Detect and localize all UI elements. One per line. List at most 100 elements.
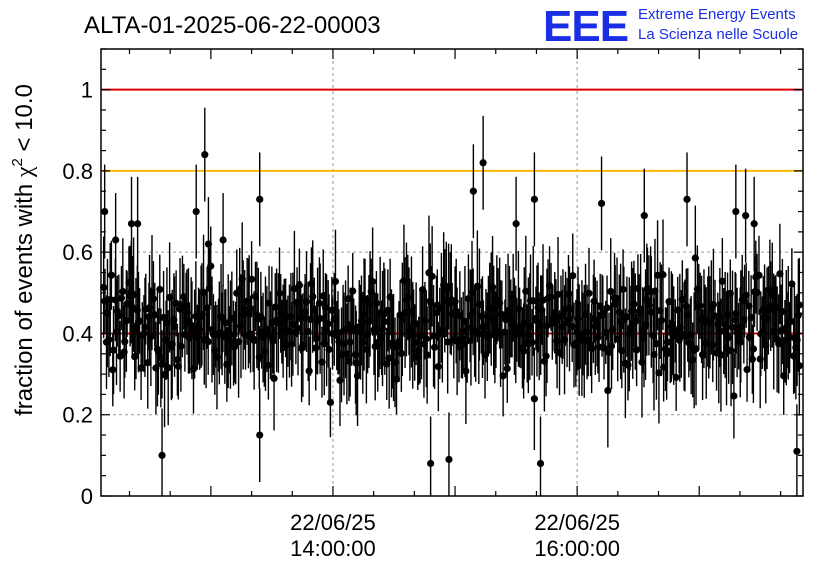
data-point [483, 333, 491, 341]
data-point [524, 331, 532, 339]
data-point [696, 302, 704, 310]
data-point [131, 353, 139, 361]
data-point [307, 280, 316, 288]
data-point [360, 310, 368, 319]
data-point [559, 310, 567, 318]
data-point [463, 337, 471, 345]
data-point [717, 351, 725, 359]
data-point [343, 350, 351, 358]
data-point [650, 350, 658, 359]
data-point [787, 317, 795, 326]
data-point [793, 447, 801, 455]
data-point [404, 293, 412, 302]
data-point [634, 284, 642, 293]
y-tick-label: 0.4 [62, 321, 93, 346]
data-point [619, 285, 627, 293]
data-point [144, 359, 152, 367]
data-point [498, 310, 506, 319]
data-point [640, 334, 648, 342]
data-point [330, 315, 338, 323]
data-point [248, 275, 256, 283]
data-point [147, 333, 155, 341]
data-point [309, 292, 317, 301]
data-point [438, 326, 446, 334]
data-point [520, 319, 528, 327]
data-point [370, 326, 378, 334]
data-point [503, 364, 511, 373]
data-point [266, 331, 275, 339]
data-point [655, 369, 663, 377]
y-tick-label: 0.8 [62, 159, 93, 184]
data-point [415, 347, 423, 355]
data-point [385, 354, 393, 362]
data-point [336, 376, 344, 384]
data-point [614, 335, 622, 343]
data-point [753, 288, 761, 297]
data-point [122, 317, 130, 325]
data-point [156, 285, 164, 293]
y-tick-label: 0 [81, 484, 93, 509]
data-point [205, 284, 213, 292]
data-point [600, 344, 608, 352]
data-point [530, 195, 539, 203]
data-point [645, 301, 653, 309]
data-point [756, 355, 764, 363]
data-point [558, 323, 566, 331]
data-point [683, 195, 691, 203]
data-point [749, 345, 758, 353]
data-point [795, 362, 803, 370]
data-point [718, 277, 726, 285]
data-point [672, 373, 680, 381]
data-point [260, 348, 268, 356]
data-point [684, 311, 692, 319]
data-point [301, 308, 309, 316]
data-point [315, 299, 324, 307]
data-point [783, 326, 791, 334]
data-point [204, 338, 212, 346]
data-point [331, 277, 340, 286]
data-point [499, 372, 507, 380]
data-point [723, 311, 732, 319]
data-point [647, 308, 655, 316]
data-point [362, 345, 370, 354]
data-point [256, 431, 264, 439]
data-point [129, 291, 138, 299]
data-point [236, 286, 244, 294]
data-point [484, 312, 493, 320]
data-point [743, 365, 751, 374]
data-point [445, 455, 453, 464]
data-point [423, 351, 431, 359]
data-point [287, 313, 295, 321]
data-point [168, 340, 176, 348]
y-axis-label-sup: 2 [9, 158, 26, 166]
data-point [154, 347, 163, 356]
data-point [637, 305, 645, 313]
data-point [613, 295, 621, 303]
data-point [328, 306, 336, 314]
data-point [469, 187, 477, 195]
data-point [714, 320, 722, 328]
data-point [159, 313, 168, 322]
data-point [300, 313, 309, 322]
data-point [716, 313, 724, 322]
data-point [363, 330, 372, 338]
data-point [263, 325, 271, 333]
y-axis-label-main: fraction of events with [11, 177, 38, 416]
data-point [676, 324, 684, 332]
data-point [517, 330, 525, 338]
data-point [624, 361, 632, 369]
data-point [157, 354, 165, 362]
data-point [322, 326, 331, 334]
y-tick-label: 0.6 [62, 240, 93, 265]
data-point [170, 323, 179, 331]
data-point [287, 340, 296, 348]
data-point [526, 322, 534, 331]
data-point [627, 307, 636, 315]
data-point [318, 358, 326, 366]
data-point [429, 332, 438, 340]
data-point [496, 299, 504, 307]
data-point [482, 322, 490, 330]
data-point [560, 336, 569, 344]
data-point [726, 289, 734, 297]
